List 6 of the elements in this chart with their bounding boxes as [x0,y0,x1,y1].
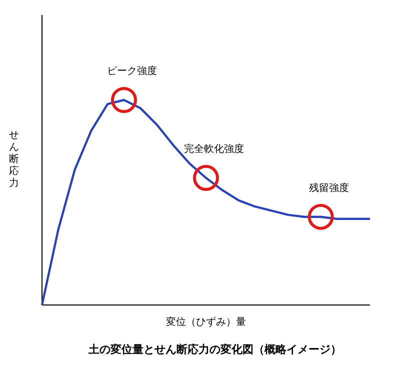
y-axis-title: せん断応力 [9,130,19,189]
annotation: 完全軟化強度 [184,142,244,155]
x-axis-title: 変位（ひずみ）量 [166,316,246,328]
annotation: ピーク強度 [107,65,157,77]
text: 土の変位量とせん断応力の変化図（概略イメージ） [88,343,342,356]
annotation: 残留強度 [308,182,349,194]
